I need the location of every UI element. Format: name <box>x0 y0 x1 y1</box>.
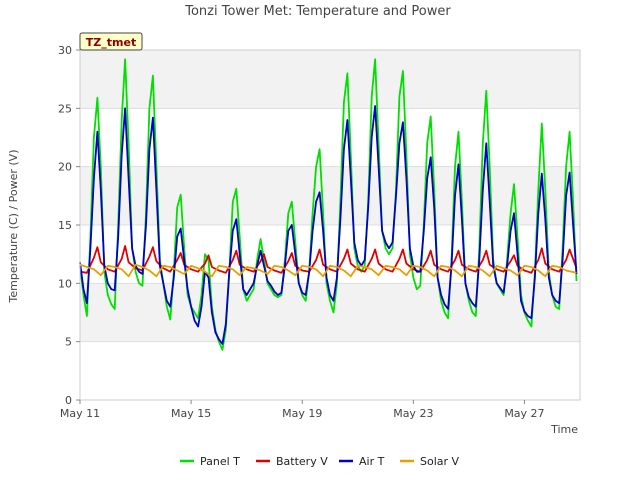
legend-label-air-t: Air T <box>359 455 385 468</box>
y-tick-label: 20 <box>58 161 72 174</box>
x-axis-label: Time <box>550 423 578 436</box>
grid-band <box>80 50 580 109</box>
y-tick-label: 5 <box>65 336 72 349</box>
y-tick-label: 10 <box>58 277 72 290</box>
y-tick-label: 25 <box>58 102 72 115</box>
y-tick-label: 30 <box>58 44 72 57</box>
legend: Panel T Battery V Air T Solar V <box>180 455 460 468</box>
station-badge: TZ_tmet <box>79 32 143 51</box>
series-line-solar-v <box>79 263 577 278</box>
chart-title: Tonzi Tower Met: Temperature and Power <box>184 4 451 19</box>
x-tick-label: May 15 <box>171 407 211 420</box>
legend-label-battery-v: Battery V <box>276 455 328 468</box>
x-tick-label: May 11 <box>60 407 100 420</box>
grid-band <box>80 166 580 225</box>
station-badge-text: TZ_tmet <box>86 36 136 49</box>
y-tick-label: 0 <box>65 394 72 407</box>
x-tick-label: May 23 <box>393 407 433 420</box>
series-layer <box>79 58 578 351</box>
x-tick-label: May 27 <box>504 407 544 420</box>
station-badge-box <box>79 32 143 51</box>
x-ticks: May 11 May 15 May 19 May 23 May 27 <box>60 400 545 420</box>
x-tick-label: May 19 <box>282 407 322 420</box>
legend-label-panel-t: Panel T <box>200 455 240 468</box>
y-axis-label: Temperature (C) / Power (V) <box>7 149 20 303</box>
legend-label-solar-v: Solar V <box>420 455 460 468</box>
y-ticks: 0 5 10 15 20 25 30 <box>58 44 80 407</box>
y-tick-label: 15 <box>58 219 72 232</box>
